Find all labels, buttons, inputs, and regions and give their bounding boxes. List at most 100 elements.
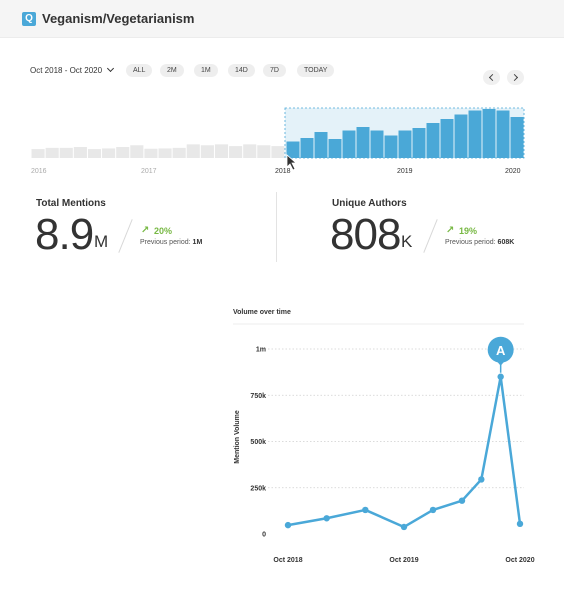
timeline-bar-active [468,110,482,158]
chart-y-axis-label: Mention Volume [234,410,241,464]
timeline-bar-inactive [102,148,116,158]
timeline-bar-inactive [243,144,257,158]
data-point[interactable] [362,506,369,514]
range-pill-all[interactable]: ALL [126,64,153,77]
timeline-bar-active [286,141,300,158]
chart-y-ticks: 0 250k 500k 750k 1m [250,347,266,539]
data-point[interactable] [429,506,437,514]
query-badge-icon: Q [22,12,36,26]
timeline-year-2020: 2020 [505,168,521,175]
unique-authors-unit: K [401,232,413,251]
annotation-label: A [496,343,506,358]
annotation-bubble[interactable] [487,336,514,363]
chevron-left-icon[interactable] [483,70,500,85]
timeline-bar-inactive [116,147,130,158]
y-tick-label: 500k [250,439,266,446]
timeline-bar-inactive [229,146,243,158]
timeline-year-2018: 2018 [275,168,291,175]
series-points [284,373,524,531]
x-tick-label: Oct 2020 [505,557,534,564]
range-pill-14d[interactable]: 14D [228,64,255,77]
date-range-dropdown[interactable]: Oct 2018 - Oct 2020 [30,64,115,75]
timeline-year-2019: 2019 [397,168,413,175]
data-point[interactable] [458,497,466,504]
previous-label: Previous period: [445,239,496,246]
y-tick-label: 0 [262,532,266,539]
timeline-bar-active [300,138,314,158]
timeline-bar-active [314,132,328,158]
chart-x-ticks: Oct 2018 Oct 2019 Oct 2020 [273,557,534,564]
chevron-right-icon[interactable] [507,70,524,85]
timeline-bar-inactive [257,145,271,158]
range-pill-1m[interactable]: 1M [194,64,218,77]
timeline-bar-active [398,130,412,158]
unique-authors-title: Unique Authors [332,198,407,209]
cursor-arrow-icon [286,154,298,171]
timeline-bar-inactive [31,149,45,158]
timeline-selection-window[interactable] [284,107,525,159]
trend-up-icon: ↗ [446,225,455,236]
timeline-bar-inactive [214,144,229,158]
timeline-bar-active [496,110,510,158]
timeline-bar-active [440,119,454,158]
previous-label: Previous period: [140,239,191,246]
date-range-label: Oct 2018 - Oct 2020 [30,66,103,75]
range-pill-today[interactable]: TODAY [297,64,335,77]
timeline-bar-active [328,139,342,158]
chart-grid [268,348,524,489]
total-mentions-value: 8.9 [35,210,94,259]
timeline-bar-inactive [158,148,172,158]
timeline-year-2016: 2016 [31,168,47,175]
range-pill-2m[interactable]: 2M [160,64,184,77]
total-mentions-unit: M [94,232,109,251]
timeline-bar-active [454,114,468,158]
timeline-navigator[interactable]: 2016 2017 2018 2019 2020 [0,100,564,180]
timeline-bar-inactive [200,145,214,158]
timeline-year-2017: 2017 [141,168,157,175]
timeline-bar-active [482,109,496,158]
total-mentions-previous: Previous period: 1M [140,239,202,246]
data-point[interactable] [284,521,292,529]
header-bar: Q Veganism/Vegetarianism [0,0,564,38]
total-mentions-trend: 20% [154,226,173,236]
timeline-bar-active [342,130,356,158]
timeline-bar-active [370,130,384,158]
unique-authors-previous: Previous period: 608K [445,239,514,246]
range-pill-7d[interactable]: 7D [263,64,286,77]
timeline-bar-inactive [172,147,186,158]
timeline-bar-active [356,127,370,158]
unique-authors-value: 808 [330,210,401,259]
timeline-bar-inactive [73,147,87,158]
x-tick-label: Oct 2019 [389,557,418,564]
data-point[interactable] [323,515,330,522]
timeline-bar-active [412,128,426,158]
timeline-bar-active [510,117,524,158]
timeline-bar-active [384,135,398,158]
series-line [287,375,522,529]
y-tick-label: 250k [250,485,266,492]
data-point[interactable] [497,373,504,380]
timeline-bar-inactive [87,149,102,158]
timeline-bar-inactive [45,147,59,158]
page-title: Veganism/Vegetarianism [42,11,195,26]
previous-value: 608K [497,239,515,246]
data-point[interactable] [516,520,524,528]
data-point[interactable] [400,523,408,531]
timeline-bar-inactive [186,144,200,158]
unique-authors-trend: 19% [459,226,478,236]
x-tick-label: Oct 2018 [273,557,302,564]
timeline-bar-inactive [130,145,144,158]
timeline-bar-inactive [144,148,158,158]
timeline-bar-active [426,123,440,158]
timeline-bar-inactive [59,147,73,158]
previous-value: 1M [192,239,203,246]
stats-divider [276,192,277,262]
trend-up-icon: ↗ [141,225,150,236]
total-mentions-title: Total Mentions [36,198,106,209]
y-tick-label: 750k [250,393,266,400]
y-tick-label: 1m [256,347,266,354]
data-point[interactable] [478,476,485,483]
annotation-marker[interactable]: A [487,336,514,373]
chart-title: Volume over time [233,309,291,316]
